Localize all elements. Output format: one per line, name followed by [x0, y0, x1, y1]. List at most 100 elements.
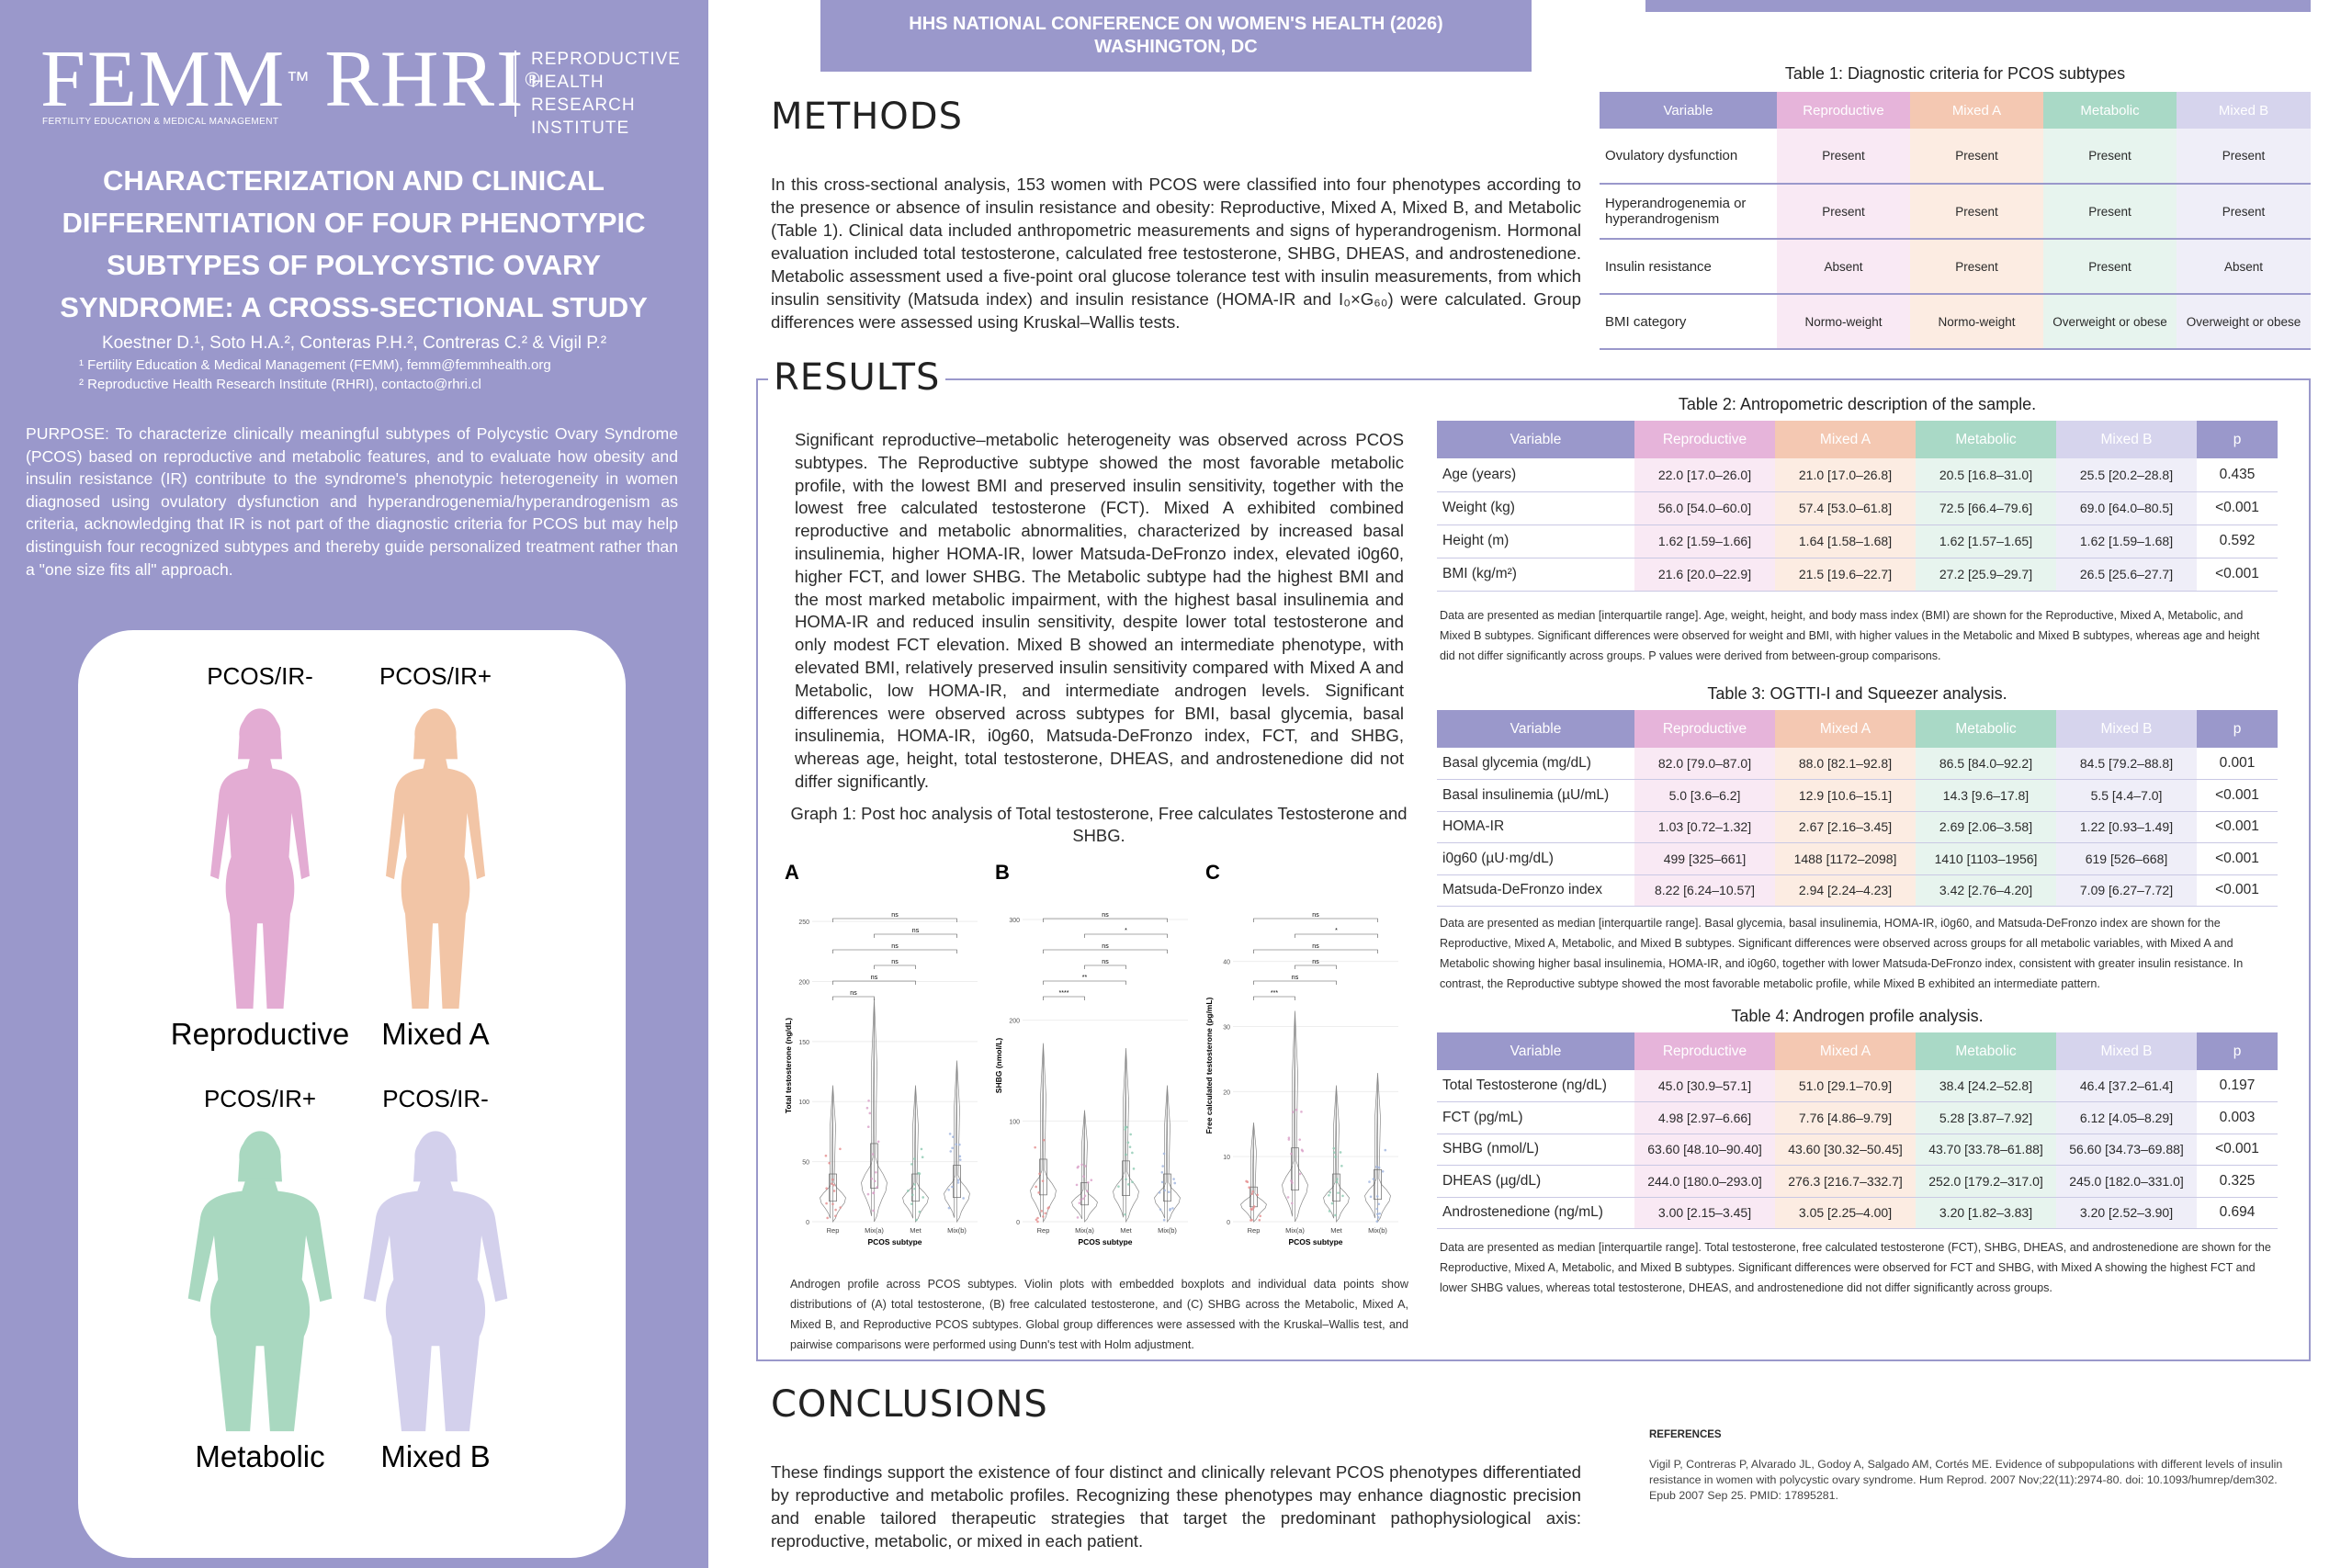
- box: [870, 1143, 878, 1189]
- violin: [944, 1060, 970, 1224]
- y-tick-label: 0: [1016, 1220, 1020, 1226]
- point: [1384, 1148, 1387, 1152]
- point: [1158, 1190, 1161, 1194]
- column-header: Metabolic: [1916, 1032, 2056, 1070]
- silhouette: [386, 708, 485, 1010]
- point: [955, 1143, 958, 1146]
- point: [1250, 1192, 1254, 1196]
- point: [1375, 1195, 1379, 1198]
- point: [1125, 1178, 1127, 1181]
- point: [1083, 1194, 1087, 1198]
- violin-panel: A 0 50 100 150 200 250 Total testosterone (ng/d…: [784, 861, 978, 1247]
- point: [1173, 1181, 1177, 1185]
- row-label: BMI (kg/m²): [1437, 558, 1634, 591]
- point: [832, 1183, 835, 1187]
- table-cell: 1.62 [1.57–1.65]: [1916, 525, 2056, 558]
- table-cell: 25.5 [20.2–28.8]: [2056, 458, 2197, 491]
- table-cell: Present: [2043, 239, 2177, 294]
- point: [1172, 1178, 1175, 1180]
- bracket: [1295, 964, 1337, 969]
- table-cell: Absent: [1777, 239, 1910, 294]
- table: Variable Reproductive Mixed A Metabolic Mixe…: [1600, 92, 2311, 350]
- table-4: Variable Reproductive Mixed A Metabolic Mixe…: [1437, 1032, 2278, 1229]
- point: [1301, 1149, 1305, 1153]
- table-row: HOMA-IR 1.03 [0.72–1.32] 2.67 [2.16–3.45] 2…: [1437, 811, 2278, 843]
- point: [1126, 1183, 1130, 1186]
- significance-label: ***: [1271, 990, 1278, 997]
- point: [918, 1210, 922, 1213]
- table-row: Basal insulinemia (µU/mL) 5.0 [3.6–6.2] 12…: [1437, 779, 2278, 811]
- violin: [861, 998, 888, 1223]
- point: [1035, 1185, 1037, 1189]
- point: [1337, 1191, 1340, 1194]
- column-header: Metabolic: [2043, 92, 2177, 129]
- point: [910, 1202, 913, 1205]
- section-heading: RESULTS: [768, 356, 946, 399]
- x-tick-label: Met: [1330, 1226, 1342, 1235]
- box: [911, 1173, 920, 1202]
- table-row: Ovulatory dysfunction Present Present Prese…: [1600, 129, 2311, 184]
- table-cell: 1.62 [1.59–1.68]: [2056, 525, 2197, 558]
- significance-label: ns: [1292, 975, 1299, 981]
- point: [1290, 1152, 1293, 1156]
- row-label: FCT (pg/mL): [1437, 1101, 1634, 1134]
- point: [1037, 1191, 1040, 1194]
- body: [386, 755, 485, 1010]
- point: [1329, 1190, 1332, 1194]
- table-row: Total Testosterone (ng/dL) 45.0 [30.9–57.…: [1437, 1070, 2278, 1102]
- table-title: Table 4: Androgen profile analysis.: [1731, 1007, 1984, 1025]
- banner-line: WASHINGTON, DC: [1094, 37, 1258, 57]
- row-label: DHEAS (µg/dL): [1437, 1165, 1634, 1197]
- table: Variable Reproductive Mixed A Metabolic Mixe…: [1437, 1032, 2278, 1229]
- point: [1377, 1166, 1381, 1169]
- y-tick-label: 0: [806, 1220, 809, 1226]
- table-cell: 0.694: [2197, 1197, 2278, 1229]
- point: [1090, 1179, 1093, 1181]
- institute-name: REPRODUCTIVE HEALTH RESEARCH INSTITUTE: [531, 48, 708, 140]
- y-tick-label: 30: [1223, 1025, 1230, 1032]
- significance-label: *: [1125, 928, 1127, 934]
- point: [1038, 1172, 1041, 1176]
- table-cell: 3.20 [1.82–3.83]: [1916, 1197, 2056, 1229]
- row-label: i0g60 (µU·mg/dL): [1437, 842, 1634, 874]
- logo-reg: ®: [525, 68, 542, 91]
- conference-banner: HHS NATIONAL CONFERENCE ON WOMEN'S HEALT…: [820, 0, 1532, 72]
- table-note: Data are presented as median [interquart…: [1440, 609, 2260, 662]
- table-row: Insulin resistance Absent Present Present Ab…: [1600, 239, 2311, 294]
- table-cell: 82.0 [79.0–87.0]: [1634, 748, 1775, 780]
- point: [1125, 1153, 1127, 1156]
- point: [1298, 1138, 1302, 1141]
- point: [1162, 1218, 1166, 1222]
- y-tick-label: 50: [802, 1160, 809, 1167]
- y-tick-label: 100: [798, 1100, 809, 1106]
- point: [1250, 1207, 1253, 1211]
- point: [918, 1172, 922, 1176]
- logo-rhri: RHRI: [324, 35, 526, 124]
- point: [1124, 1125, 1127, 1129]
- ir-label: PCOS/IR-: [382, 1085, 489, 1112]
- point: [1300, 1111, 1303, 1113]
- institute-line: REPRODUCTIVE: [531, 50, 681, 69]
- table: Variable Reproductive Mixed A Metabolic Mixe…: [1437, 421, 2278, 592]
- box: [1332, 1173, 1340, 1202]
- column-header: Mixed A: [1775, 1032, 1916, 1070]
- phenotype-panel: [78, 630, 626, 1558]
- table-cell: 46.4 [37.2–61.4]: [2056, 1070, 2197, 1102]
- significance-label: ns: [1312, 959, 1319, 965]
- body: [210, 755, 310, 1010]
- significance-label: ns: [912, 928, 920, 934]
- violin: [1240, 1122, 1267, 1223]
- table-cell: 12.9 [10.6–15.1]: [1775, 779, 1916, 811]
- table-cell: Present: [1910, 129, 2043, 184]
- point: [1042, 1138, 1046, 1142]
- silhouette: [210, 708, 310, 1010]
- significance-label: ns: [891, 912, 899, 919]
- point: [1376, 1213, 1379, 1216]
- table-cell: 43.70 [33.78–61.88]: [1916, 1134, 2056, 1166]
- violin: [1030, 1043, 1057, 1224]
- table-3: Variable Reproductive Mixed A Metabolic Mixe…: [1437, 710, 2278, 907]
- x-tick-label: Met: [910, 1226, 922, 1235]
- significance-label: ns: [891, 959, 899, 965]
- references-heading: REFERENCES: [1649, 1429, 1722, 1440]
